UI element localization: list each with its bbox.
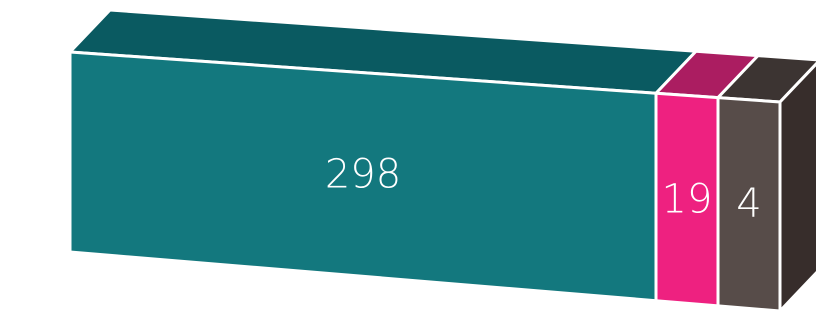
bar-side-face — [778, 62, 816, 313]
bar-segment-2 — [716, 96, 782, 313]
data-label-0: 298 — [325, 151, 401, 197]
data-label-2: 4 — [736, 181, 761, 227]
data-label-1: 19 — [662, 176, 713, 222]
